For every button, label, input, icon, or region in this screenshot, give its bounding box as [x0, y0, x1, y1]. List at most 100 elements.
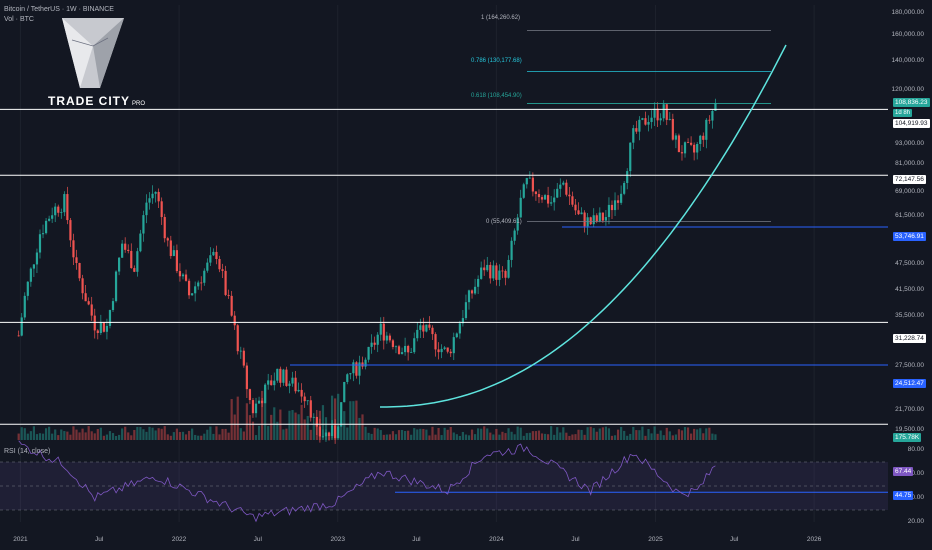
volume-bar: [397, 430, 401, 440]
candle-body: [239, 350, 242, 352]
volume-bar: [522, 435, 525, 440]
candle-body: [121, 243, 124, 258]
candle-body: [133, 268, 136, 272]
candle-body: [486, 264, 489, 271]
volume-header: Vol · BTC: [4, 16, 34, 23]
volume-bar: [148, 426, 151, 440]
volume-bar: [239, 428, 242, 440]
candle-body: [318, 426, 322, 437]
candle-body: [212, 251, 215, 256]
price-tick: 61,500.00: [895, 212, 924, 219]
candle-body: [665, 104, 668, 120]
candle-body: [154, 191, 157, 194]
candle-body: [525, 178, 528, 185]
candle-body: [440, 348, 443, 353]
volume-bar: [178, 432, 182, 440]
candle-body: [90, 304, 93, 316]
candle-body: [580, 212, 583, 215]
volume-bar: [714, 434, 717, 440]
volume-bar: [586, 427, 589, 440]
volume-bar: [583, 434, 586, 440]
candle-body: [309, 400, 312, 418]
candle-body: [63, 194, 66, 213]
rsi-line: [18, 440, 716, 523]
candle-body: [233, 315, 236, 326]
candle-body: [589, 217, 592, 225]
volume-bar: [528, 432, 531, 440]
trade-city-logo: [62, 18, 124, 88]
volume-bar: [632, 426, 635, 440]
volume-bar: [601, 427, 604, 440]
candle-body: [197, 282, 200, 287]
candle-body: [385, 335, 388, 341]
volume-bar: [574, 434, 577, 440]
volume-bar: [440, 435, 443, 440]
candles[interactable]: [17, 98, 717, 444]
candle-body: [629, 142, 632, 172]
volume-bar: [349, 401, 352, 440]
horizontal-levels[interactable]: [0, 30, 888, 425]
volume-bar: [382, 434, 385, 440]
volume-bar: [90, 431, 93, 440]
volume-bar: [592, 428, 595, 440]
candle-body: [495, 265, 498, 280]
volume-bar: [510, 431, 513, 440]
volume-bar: [251, 421, 255, 440]
volume-bar: [93, 433, 96, 440]
candle-body: [522, 184, 525, 198]
candle-body: [626, 171, 629, 183]
candle-body: [327, 432, 331, 437]
candle-body: [20, 317, 23, 336]
rsi-tick: 40.00: [907, 494, 924, 501]
volume-bar: [267, 426, 270, 440]
volume-bar: [419, 428, 422, 440]
volume-bar: [206, 429, 209, 440]
price-tick: 81,000.00: [895, 160, 924, 167]
rsi-pane: [0, 440, 888, 523]
fib-label-618: 0.618 (108,454.90): [471, 93, 522, 99]
candle-body: [160, 201, 163, 218]
time-tick: Jul: [571, 536, 580, 543]
volume-bar: [504, 433, 507, 440]
candle-body: [568, 194, 571, 197]
candle-body: [492, 265, 495, 279]
volume-bar: [473, 434, 477, 440]
volume-bar: [498, 434, 501, 440]
parabolic-curve[interactable]: [380, 44, 787, 408]
candle-body: [455, 333, 458, 338]
volume-bar: [641, 426, 644, 440]
candle-body: [218, 259, 221, 270]
volume-bar: [620, 426, 623, 440]
volume-bar: [218, 434, 221, 440]
candle-body: [41, 233, 45, 235]
candle-body: [260, 400, 264, 404]
volume-bar: [702, 433, 705, 440]
volume-bar: [507, 428, 510, 440]
candle-body: [483, 267, 486, 271]
candle-body: [343, 381, 346, 403]
volume-bar: [550, 426, 553, 440]
candle-body: [330, 425, 334, 437]
candle-body: [245, 365, 248, 390]
candle-body: [267, 380, 270, 385]
volume-bar: [270, 414, 273, 440]
candle-body: [334, 425, 337, 439]
candle-body: [166, 238, 169, 241]
candle-body: [124, 243, 127, 250]
volume-bar: [54, 429, 57, 440]
volume-bar: [680, 430, 684, 440]
volume-bar: [260, 390, 264, 440]
volume-bar: [610, 435, 614, 440]
candle-body: [519, 197, 522, 218]
volume-bar: [540, 433, 544, 440]
volume-bar: [480, 428, 483, 440]
volume-bar: [428, 435, 431, 440]
volume-bar: [553, 434, 556, 440]
volume-bar: [683, 427, 687, 440]
volume-bar: [513, 434, 516, 440]
volume-bar: [48, 426, 51, 440]
candle-body: [410, 352, 413, 353]
volume-bar: [546, 434, 550, 440]
